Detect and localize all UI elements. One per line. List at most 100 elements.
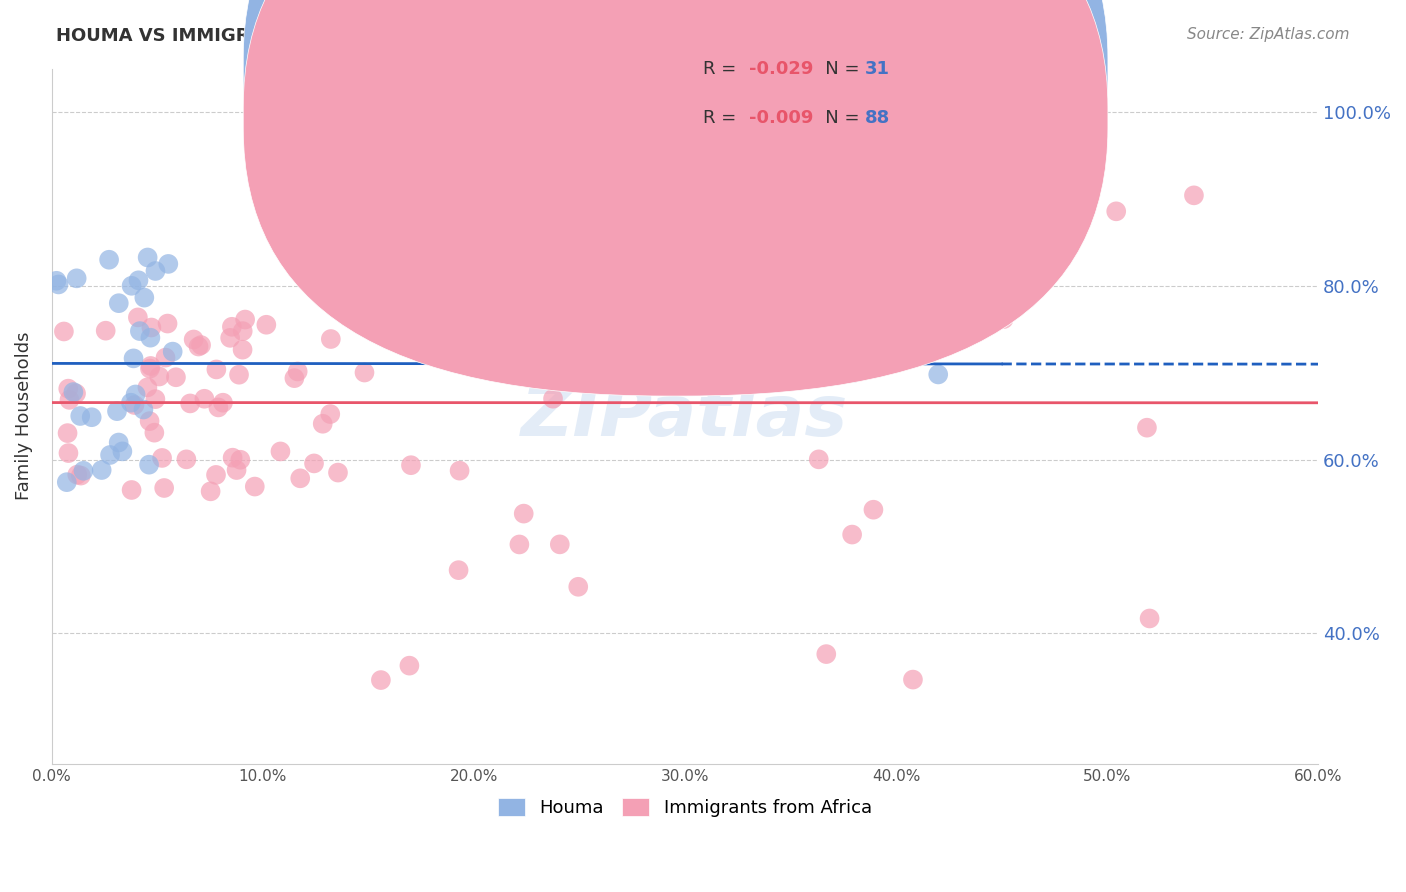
Immigrants from Africa — [127, 310, 149, 325]
Houma — [56, 475, 79, 490]
Immigrants from Africa — [319, 332, 342, 346]
Houma — [122, 351, 145, 366]
Y-axis label: Family Households: Family Households — [15, 332, 32, 500]
Houma — [107, 296, 129, 310]
Houma — [132, 402, 155, 417]
Immigrants from Africa — [326, 466, 349, 480]
Immigrants from Africa — [207, 401, 229, 415]
Immigrants from Africa — [143, 425, 166, 440]
Houma — [128, 273, 150, 287]
Text: Source: ZipAtlas.com: Source: ZipAtlas.com — [1187, 27, 1350, 42]
Immigrants from Africa — [841, 527, 863, 541]
Houma — [80, 410, 103, 425]
Immigrants from Africa — [225, 463, 247, 477]
Immigrants from Africa — [679, 155, 702, 169]
Immigrants from Africa — [567, 580, 589, 594]
Immigrants from Africa — [1105, 204, 1128, 219]
Text: R =: R = — [703, 60, 742, 78]
Immigrants from Africa — [145, 392, 167, 406]
Immigrants from Africa — [1139, 611, 1161, 625]
Immigrants from Africa — [986, 166, 1008, 180]
Houma — [145, 264, 167, 278]
Immigrants from Africa — [52, 325, 75, 339]
Immigrants from Africa — [183, 333, 205, 347]
Immigrants from Africa — [150, 450, 173, 465]
Text: HOUMA VS IMMIGRANTS FROM AFRICA FAMILY HOUSEHOLDS CORRELATION CHART: HOUMA VS IMMIGRANTS FROM AFRICA FAMILY H… — [56, 27, 893, 45]
Immigrants from Africa — [179, 396, 201, 410]
Text: N =: N = — [808, 60, 866, 78]
Houma — [111, 444, 134, 458]
Immigrants from Africa — [754, 125, 776, 139]
Immigrants from Africa — [350, 311, 373, 326]
Immigrants from Africa — [232, 324, 254, 338]
Houma — [121, 278, 143, 293]
Immigrants from Africa — [136, 380, 159, 394]
Immigrants from Africa — [835, 216, 858, 230]
Immigrants from Africa — [193, 392, 215, 406]
Immigrants from Africa — [993, 312, 1015, 326]
Houma — [138, 458, 160, 472]
Immigrants from Africa — [141, 320, 163, 334]
Immigrants from Africa — [219, 331, 242, 345]
Houma — [72, 464, 94, 478]
Immigrants from Africa — [541, 392, 564, 406]
Immigrants from Africa — [155, 351, 177, 365]
Immigrants from Africa — [165, 370, 187, 384]
Immigrants from Africa — [482, 183, 505, 197]
Houma — [134, 291, 156, 305]
Immigrants from Africa — [148, 369, 170, 384]
Immigrants from Africa — [449, 464, 471, 478]
Immigrants from Africa — [350, 310, 373, 325]
Immigrants from Africa — [65, 386, 87, 401]
Immigrants from Africa — [319, 407, 342, 421]
Immigrants from Africa — [399, 458, 422, 473]
Immigrants from Africa — [512, 507, 534, 521]
Text: ZIPatlas: ZIPatlas — [522, 382, 849, 450]
Legend: Houma, Immigrants from Africa: Houma, Immigrants from Africa — [491, 790, 879, 824]
Immigrants from Africa — [665, 259, 688, 273]
Immigrants from Africa — [229, 452, 252, 467]
Houma — [120, 395, 142, 409]
Immigrants from Africa — [94, 324, 117, 338]
Houma — [48, 277, 70, 292]
Immigrants from Africa — [290, 471, 312, 485]
Immigrants from Africa — [287, 364, 309, 378]
Houma — [136, 251, 159, 265]
Houma — [157, 257, 180, 271]
Text: -0.009: -0.009 — [749, 109, 814, 127]
Immigrants from Africa — [58, 446, 80, 460]
Immigrants from Africa — [139, 359, 162, 373]
Immigrants from Africa — [58, 392, 80, 407]
Immigrants from Africa — [190, 338, 212, 352]
Houma — [139, 331, 162, 345]
Immigrants from Africa — [398, 658, 420, 673]
Houma — [98, 448, 121, 462]
Immigrants from Africa — [508, 537, 530, 551]
Immigrants from Africa — [233, 312, 256, 326]
Text: R =: R = — [703, 109, 742, 127]
Houma — [124, 387, 146, 401]
Immigrants from Africa — [69, 468, 91, 483]
Immigrants from Africa — [56, 426, 79, 441]
Immigrants from Africa — [1136, 420, 1159, 434]
Immigrants from Africa — [340, 304, 363, 318]
Houma — [90, 463, 112, 477]
Houma — [62, 385, 84, 400]
Houma — [66, 271, 89, 285]
Immigrants from Africa — [121, 483, 143, 497]
Immigrants from Africa — [139, 361, 162, 376]
Immigrants from Africa — [901, 673, 924, 687]
Immigrants from Africa — [353, 366, 375, 380]
Text: N =: N = — [808, 109, 866, 127]
Immigrants from Africa — [312, 417, 335, 431]
Immigrants from Africa — [205, 467, 228, 482]
Immigrants from Africa — [200, 484, 222, 499]
Houma — [69, 409, 91, 423]
Immigrants from Africa — [269, 444, 291, 458]
Immigrants from Africa — [1025, 274, 1047, 288]
Houma — [927, 368, 949, 382]
Immigrants from Africa — [302, 457, 325, 471]
Houma — [105, 404, 128, 418]
Houma — [45, 274, 67, 288]
Immigrants from Africa — [228, 368, 250, 382]
